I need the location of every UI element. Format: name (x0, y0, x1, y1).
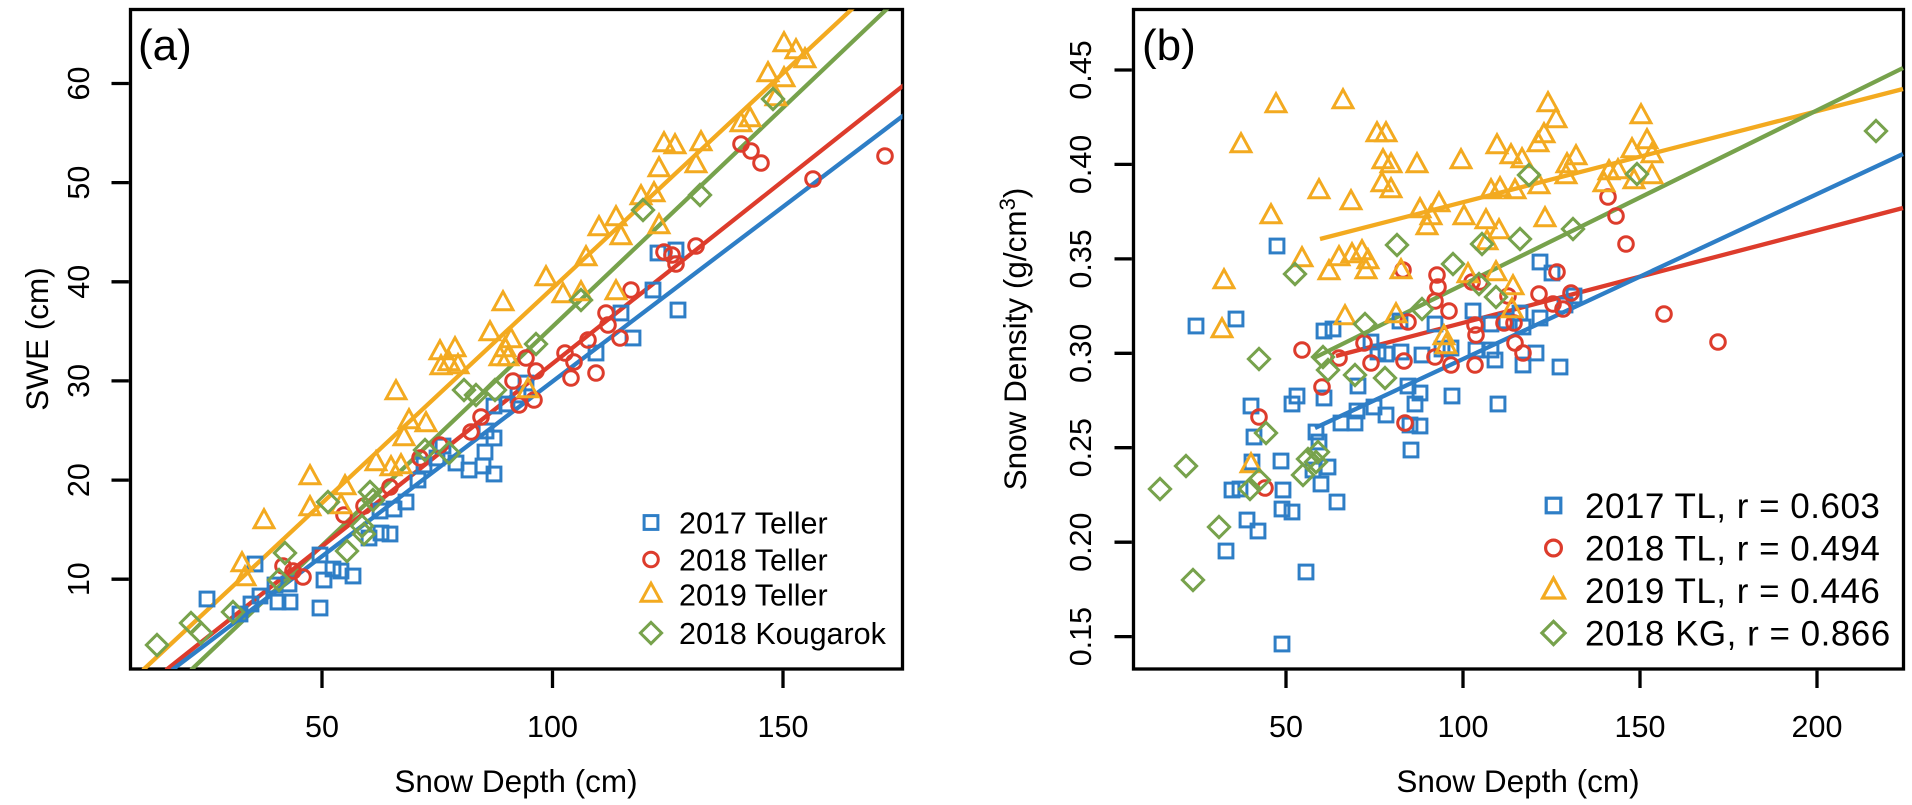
svg-text:2018 KG, r = 0.866: 2018 KG, r = 0.866 (1585, 614, 1891, 653)
svg-text:2019 TL, r = 0.446: 2019 TL, r = 0.446 (1585, 572, 1880, 611)
svg-text:20: 20 (62, 463, 96, 497)
svg-text:10: 10 (62, 562, 96, 596)
svg-text:50: 50 (62, 166, 96, 200)
svg-text:0.45: 0.45 (1064, 40, 1098, 99)
svg-text:Snow Density (g/cm3): Snow Density (g/cm3) (995, 188, 1033, 491)
svg-text:100: 100 (527, 710, 578, 744)
svg-text:2019 Teller: 2019 Teller (679, 578, 828, 612)
svg-text:200: 200 (1792, 710, 1843, 744)
svg-text:150: 150 (758, 710, 809, 744)
svg-text:100: 100 (1438, 710, 1489, 744)
svg-text:30: 30 (62, 364, 96, 398)
svg-text:2018 Kougarok: 2018 Kougarok (679, 617, 887, 651)
svg-text:0.40: 0.40 (1064, 135, 1098, 194)
svg-text:0.15: 0.15 (1064, 607, 1098, 666)
svg-text:2017 TL, r = 0.603: 2017 TL, r = 0.603 (1585, 487, 1880, 526)
svg-text:SWE (cm): SWE (cm) (19, 267, 55, 410)
svg-text:2018 Teller: 2018 Teller (679, 543, 828, 577)
svg-text:150: 150 (1615, 710, 1666, 744)
svg-text:60: 60 (62, 67, 96, 101)
svg-text:2017 Teller: 2017 Teller (679, 506, 828, 540)
svg-text:40: 40 (62, 265, 96, 299)
svg-text:0.20: 0.20 (1064, 513, 1098, 572)
svg-text:50: 50 (1269, 710, 1303, 744)
svg-text:2018 TL, r = 0.494: 2018 TL, r = 0.494 (1585, 529, 1880, 568)
svg-text:Snow Depth (cm): Snow Depth (cm) (394, 763, 637, 799)
svg-text:(a): (a) (138, 21, 192, 70)
svg-text:0.25: 0.25 (1064, 418, 1098, 477)
svg-text:(b): (b) (1142, 21, 1196, 70)
svg-text:0.35: 0.35 (1064, 229, 1098, 288)
svg-text:50: 50 (305, 710, 339, 744)
svg-text:0.30: 0.30 (1064, 324, 1098, 383)
svg-text:Snow Depth (cm): Snow Depth (cm) (1396, 763, 1639, 799)
